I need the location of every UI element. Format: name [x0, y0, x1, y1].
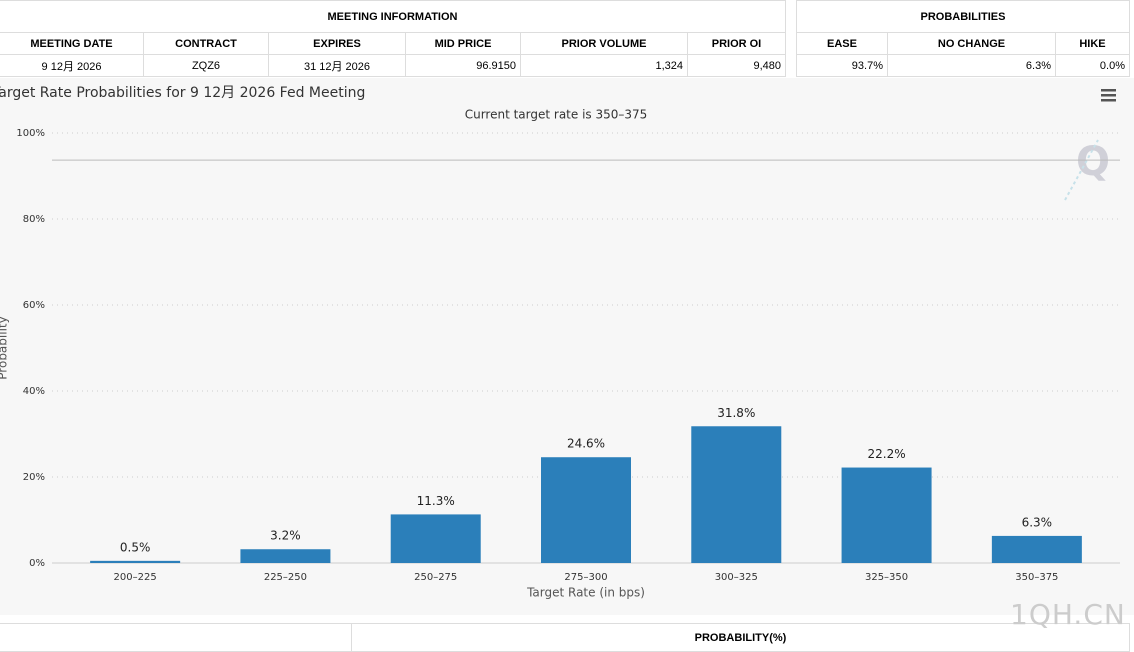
x-tick-label: 300–325	[715, 572, 758, 583]
column-header: EASE	[796, 32, 888, 55]
data-label: 3.2%	[270, 529, 301, 543]
x-tick-label: 200–225	[114, 572, 157, 583]
column-header: MEETING DATE	[0, 32, 144, 55]
cell: 31 12月 2026	[268, 54, 406, 77]
data-label: 22.2%	[868, 447, 906, 461]
x-tick-label: 325–350	[865, 572, 908, 583]
cell: 93.7%	[796, 54, 888, 77]
column-header: PRIOR VOLUME	[520, 32, 688, 55]
meeting-table: MEETING INFORMATION MEETING DATE CONTRAC…	[0, 0, 786, 77]
bar	[841, 467, 932, 563]
bar	[90, 560, 181, 563]
column-header: MID PRICE	[405, 32, 521, 55]
data-label: 6.3%	[1022, 515, 1053, 529]
logo: Q	[1064, 139, 1110, 201]
cell: 1,324	[520, 54, 688, 77]
data-label: 31.8%	[717, 406, 755, 420]
chart-subtitle: Current target rate is 350–375	[465, 108, 648, 122]
y-tick-label: 100%	[16, 128, 45, 139]
table-title: MEETING INFORMATION	[0, 0, 786, 33]
y-tick-label: 0%	[29, 558, 45, 569]
column-header: CONTRACT	[143, 32, 269, 55]
bar	[390, 514, 481, 563]
y-axis-label: Probability	[0, 316, 10, 379]
cell: 6.3%	[887, 54, 1056, 77]
x-tick-label: 225–250	[264, 572, 307, 583]
x-tick-label: 350–375	[1015, 572, 1058, 583]
cell: 96.9150	[405, 54, 521, 77]
chart-title: Target Rate Probabilities for 9 12月 2026…	[0, 85, 365, 101]
bottom-table: PROBABILITY(%)	[0, 623, 1130, 652]
y-tick-label: 60%	[23, 300, 45, 311]
probabilities-table: PROBABILITIES EASE NO CHANGE HIKE 93.7% …	[796, 0, 1130, 77]
y-tick-label: 40%	[23, 386, 45, 397]
y-tick-label: 80%	[23, 214, 45, 225]
x-tick-label: 250–275	[414, 572, 457, 583]
bar	[541, 457, 631, 563]
cell: 9 12月 2026	[0, 54, 144, 77]
column-header: NO CHANGE	[887, 32, 1056, 55]
bar	[240, 549, 331, 563]
column-header: HIKE	[1055, 32, 1130, 55]
menu-icon[interactable]	[1101, 89, 1116, 102]
cell: 9,480	[687, 54, 786, 77]
bar	[691, 426, 782, 563]
x-tick-label: 275–300	[564, 572, 607, 583]
data-label: 11.3%	[417, 494, 455, 508]
y-tick-label: 20%	[23, 472, 45, 483]
watermark: 1QH.CN	[1010, 598, 1126, 631]
table-title: PROBABILITIES	[796, 0, 1130, 33]
bar	[991, 535, 1082, 563]
data-label: 0.5%	[120, 540, 151, 554]
svg-text:Q: Q	[1076, 139, 1110, 185]
x-axis-label: Target Rate (in bps)	[526, 586, 645, 600]
cell: 0.0%	[1055, 54, 1130, 77]
column-header: PROBABILITY(%)	[351, 623, 1130, 652]
column-header: EXPIRES	[268, 32, 406, 55]
cell: ZQZ6	[143, 54, 269, 77]
cell	[0, 623, 352, 652]
chart: Target Rate Probabilities for 9 12月 2026…	[0, 78, 1134, 615]
column-header: PRIOR OI	[687, 32, 786, 55]
data-label: 24.6%	[567, 437, 605, 451]
